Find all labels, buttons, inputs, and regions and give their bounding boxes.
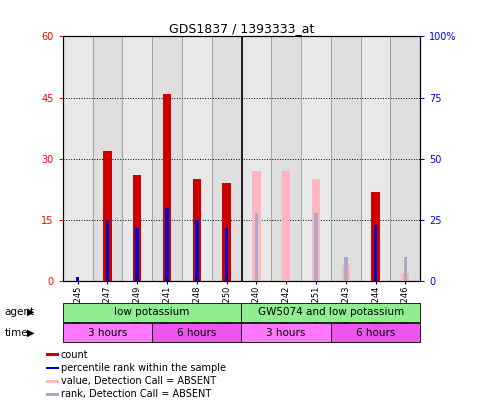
Bar	[46, 393, 59, 396]
Text: 3 hours: 3 hours	[88, 328, 127, 337]
Bar	[46, 380, 59, 383]
Bar	[46, 354, 59, 356]
Bar	[103, 151, 112, 281]
Bar	[46, 367, 59, 369]
Text: percentile rank within the sample: percentile rank within the sample	[61, 363, 226, 373]
Text: 6 hours: 6 hours	[177, 328, 216, 337]
Text: agent: agent	[5, 307, 35, 317]
Bar	[76, 277, 79, 281]
Bar	[106, 220, 109, 281]
Bar	[223, 183, 231, 281]
Text: value, Detection Call = ABSENT: value, Detection Call = ABSENT	[61, 376, 216, 386]
Bar	[63, 323, 152, 342]
Bar	[255, 213, 258, 281]
Bar	[163, 94, 171, 281]
Bar	[374, 225, 377, 281]
Text: count: count	[61, 350, 88, 360]
Bar	[195, 220, 199, 281]
Bar	[371, 192, 380, 281]
Bar	[152, 323, 242, 342]
Text: GW5074 and low potassium: GW5074 and low potassium	[258, 307, 404, 317]
Bar	[331, 323, 420, 342]
Bar	[242, 36, 271, 281]
Bar	[390, 36, 420, 281]
Bar	[152, 36, 182, 281]
Bar	[165, 208, 169, 281]
Bar	[63, 36, 93, 281]
Bar	[193, 179, 201, 281]
Text: ▶: ▶	[27, 328, 34, 337]
Bar	[341, 273, 350, 281]
Bar	[271, 36, 301, 281]
Bar	[225, 228, 228, 281]
Text: time: time	[5, 328, 28, 337]
Bar	[331, 36, 361, 281]
Title: GDS1837 / 1393333_at: GDS1837 / 1393333_at	[169, 22, 314, 35]
Bar	[252, 171, 260, 281]
Bar	[282, 171, 290, 281]
Bar	[135, 228, 139, 281]
Bar	[242, 323, 331, 342]
Bar	[242, 303, 420, 322]
Bar	[344, 257, 348, 281]
Text: 6 hours: 6 hours	[356, 328, 395, 337]
Text: rank, Detection Call = ABSENT: rank, Detection Call = ABSENT	[61, 389, 211, 399]
Bar	[63, 303, 242, 322]
Bar	[401, 273, 410, 281]
Text: 3 hours: 3 hours	[267, 328, 306, 337]
Bar	[122, 36, 152, 281]
Text: low potassium: low potassium	[114, 307, 190, 317]
Text: ▶: ▶	[27, 307, 34, 317]
Bar	[133, 175, 142, 281]
Bar	[341, 265, 350, 281]
Bar	[212, 36, 242, 281]
Bar	[93, 36, 122, 281]
Bar	[301, 36, 331, 281]
Bar	[182, 36, 212, 281]
Bar	[314, 213, 318, 281]
Bar	[312, 179, 320, 281]
Bar	[403, 257, 407, 281]
Bar	[361, 36, 390, 281]
